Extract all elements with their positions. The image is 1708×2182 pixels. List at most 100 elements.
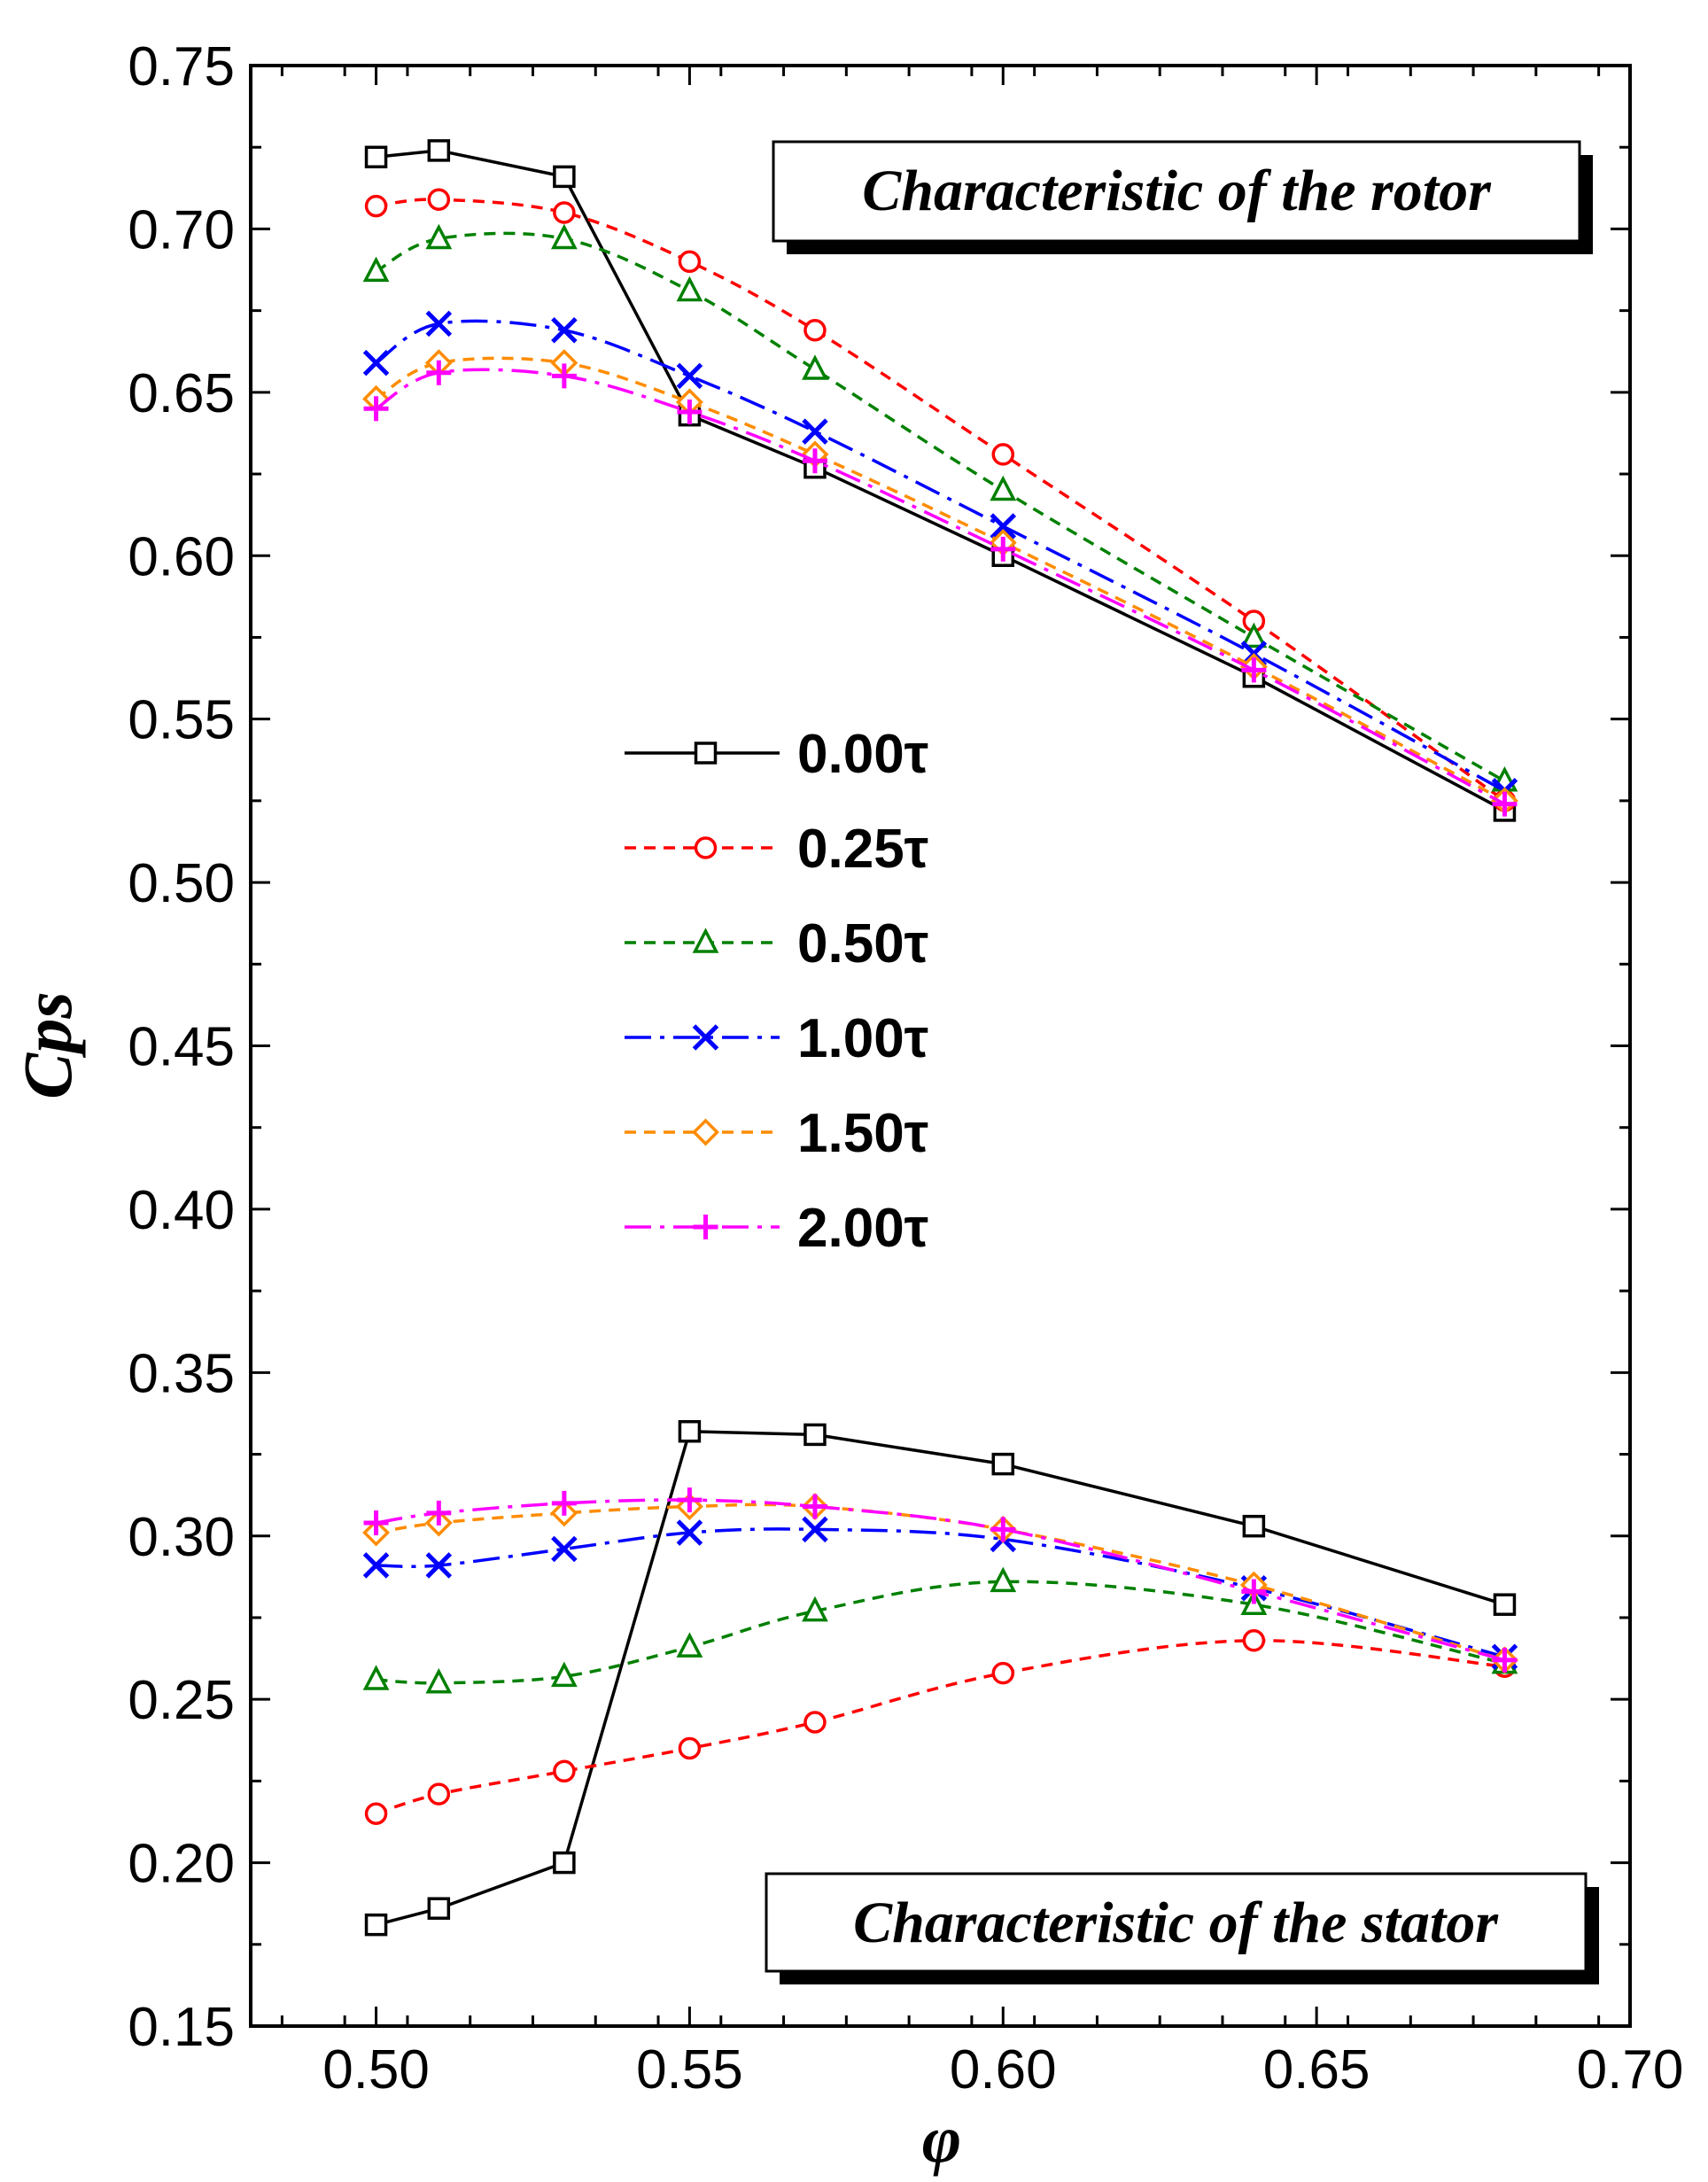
data-point-stator xyxy=(677,1487,703,1513)
series-3 xyxy=(362,310,1518,1670)
data-point-stator xyxy=(364,1913,388,1937)
y-tick-label: 0.75 xyxy=(128,36,235,97)
legend-label: 1.50τ xyxy=(797,1103,928,1164)
legend-marker xyxy=(693,1215,718,1239)
series-layer xyxy=(362,139,1518,1937)
series-line-stator xyxy=(376,1580,1505,1685)
data-point-stator xyxy=(990,1517,1016,1542)
data-point-rotor xyxy=(550,223,578,250)
y-tick-label: 0.40 xyxy=(128,1180,235,1241)
data-point-stator xyxy=(551,1490,577,1516)
series-line-rotor xyxy=(375,356,1506,803)
data-point-rotor xyxy=(426,360,452,385)
data-point-stator xyxy=(425,1552,453,1579)
y-tick-label: 0.30 xyxy=(128,1507,235,1568)
series-line-stator xyxy=(376,1429,1505,1927)
legend-label: 0.00τ xyxy=(797,724,928,785)
legend-label: 0.25τ xyxy=(797,819,928,880)
x-axis-title: φ xyxy=(922,2102,961,2177)
data-point-rotor xyxy=(676,276,703,302)
data-point-stator xyxy=(553,1759,576,1783)
legend-item: 2.00τ xyxy=(625,1198,928,1259)
y-axis-title: Cps xyxy=(9,991,86,1099)
data-point-stator xyxy=(802,1516,828,1543)
ticks-layer: 0.15 0.20 0.25 0.30 0.35 0.40 0.45 0.50 0.55 0.60… xyxy=(128,36,1683,2100)
data-point-rotor xyxy=(363,396,389,422)
data-point-rotor xyxy=(425,310,453,338)
legend-marker xyxy=(694,836,718,859)
data-point-rotor xyxy=(677,399,703,424)
data-point-rotor xyxy=(802,448,827,474)
series-line-stator xyxy=(376,1639,1505,1815)
plot-frame xyxy=(249,64,1632,2028)
data-point-stator xyxy=(427,1782,451,1805)
data-point-rotor xyxy=(990,475,1017,501)
legend-marker xyxy=(692,1118,719,1146)
y-tick-label: 0.45 xyxy=(128,1017,235,1078)
x-tick-label: 0.55 xyxy=(636,2039,743,2100)
y-tick-label: 0.60 xyxy=(128,526,235,587)
data-point-rotor xyxy=(991,443,1015,466)
data-point-stator xyxy=(1493,1593,1517,1616)
data-point-stator xyxy=(362,1552,390,1579)
data-point-rotor xyxy=(1241,657,1267,683)
annotation-stator-text: Characteristic of the stator xyxy=(853,1891,1499,1955)
data-point-stator xyxy=(550,1661,578,1688)
data-point-stator xyxy=(362,1665,390,1690)
y-tick-label: 0.15 xyxy=(128,1997,235,2058)
data-point-rotor xyxy=(990,513,1017,540)
data-point-rotor xyxy=(427,139,451,162)
data-point-stator xyxy=(1492,1647,1518,1673)
data-point-rotor xyxy=(676,362,703,390)
data-point-stator xyxy=(1242,1629,1266,1652)
series-line-rotor xyxy=(376,149,1506,812)
series-line-stator xyxy=(376,1498,1505,1662)
legend-item: 0.25τ xyxy=(625,819,928,880)
y-tick-label: 0.35 xyxy=(128,1343,235,1404)
annotation-stator-box xyxy=(765,1872,1588,1973)
data-point-rotor xyxy=(804,319,827,342)
series-1 xyxy=(364,188,1517,1826)
legend-item: 0.50τ xyxy=(625,913,928,975)
data-point-stator xyxy=(551,1535,578,1563)
legend-marker xyxy=(692,1024,719,1051)
legend-marker xyxy=(692,928,719,953)
y-tick-label: 0.50 xyxy=(128,853,235,914)
annotation-rotor-box xyxy=(772,140,1581,243)
series-line-rotor xyxy=(375,368,1506,806)
data-point-stator xyxy=(676,1519,703,1546)
x-tick-label: 0.60 xyxy=(950,2039,1057,2100)
data-point-stator xyxy=(364,1802,388,1826)
x-tick-label: 0.65 xyxy=(1263,2039,1370,2100)
legend-label: 2.00τ xyxy=(797,1198,928,1259)
annotation-rotor-text: Characteristic of the rotor xyxy=(862,159,1492,223)
y-tick-label: 0.25 xyxy=(128,1670,235,1731)
legend-item: 0.00τ xyxy=(625,724,928,785)
data-point-rotor xyxy=(802,354,828,380)
y-tick-label: 0.20 xyxy=(128,1834,235,1895)
series-5 xyxy=(363,360,1518,1673)
series-line-stator xyxy=(376,1527,1505,1658)
legend-label: 0.50τ xyxy=(797,913,928,975)
data-point-stator xyxy=(802,1494,827,1519)
series-2 xyxy=(362,223,1518,1694)
data-point-stator xyxy=(363,1510,389,1535)
data-point-stator xyxy=(991,1661,1015,1685)
data-point-rotor xyxy=(678,250,702,274)
series-line-rotor xyxy=(376,198,1506,803)
data-point-rotor xyxy=(427,188,451,211)
series-4 xyxy=(362,349,1518,1674)
data-point-rotor xyxy=(364,194,388,218)
x-tick-label: 0.50 xyxy=(322,2039,430,2100)
data-point-rotor xyxy=(551,363,577,389)
data-point-stator xyxy=(1241,1579,1267,1604)
y-tick-label: 0.65 xyxy=(128,363,235,424)
data-point-stator xyxy=(678,1736,702,1760)
data-point-rotor xyxy=(425,223,453,250)
data-point-stator xyxy=(678,1419,702,1443)
annotation-rotor: Characteristic of the rotor xyxy=(772,140,1593,254)
y-tick-label: 0.55 xyxy=(128,690,235,751)
data-point-rotor xyxy=(362,256,390,283)
y-tick-label: 0.70 xyxy=(128,199,235,260)
